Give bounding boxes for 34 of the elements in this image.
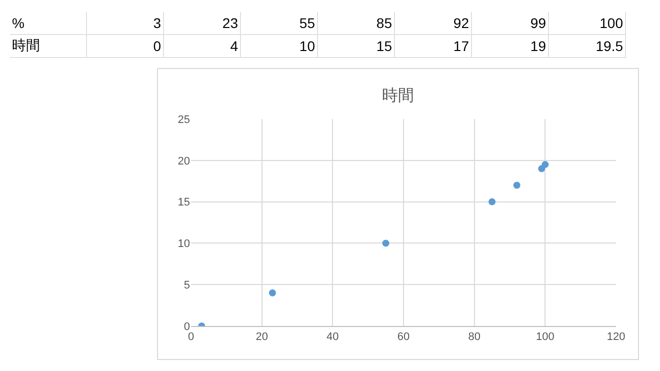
x-tick-label: 100 — [536, 331, 554, 344]
x-tick-label: 80 — [468, 331, 480, 344]
text: 時間 — [10, 34, 86, 58]
text: % — [10, 12, 86, 34]
y-tick-label: 10 — [178, 238, 190, 250]
text: 0 — [86, 34, 164, 58]
y-tick-label: 0 — [184, 320, 190, 333]
point — [382, 240, 390, 247]
y-tick-label: 15 — [178, 196, 190, 209]
chart-title: 時間 — [382, 86, 414, 104]
text: 92 — [394, 12, 472, 34]
point — [488, 198, 496, 206]
text: 4 — [164, 34, 240, 58]
text: 19 — [472, 34, 548, 58]
text: 19.5 — [548, 34, 626, 58]
point — [268, 289, 276, 296]
y-tick-label: 20 — [178, 155, 190, 168]
x-tick-label: 40 — [326, 331, 339, 344]
x-tick-label: 120 — [606, 331, 626, 344]
text: 85 — [318, 12, 394, 34]
text: 100 — [548, 12, 626, 34]
point — [542, 161, 549, 168]
y-tick-label: 25 — [178, 114, 190, 126]
text: 15 — [318, 34, 394, 58]
point — [513, 182, 520, 189]
text: 99 — [472, 12, 548, 34]
text: 3 — [86, 12, 164, 34]
x-tick-label: 60 — [397, 331, 410, 344]
text: 17 — [394, 34, 472, 58]
text: 55 — [240, 12, 318, 34]
text: 10 — [240, 34, 318, 58]
text: 23 — [164, 12, 240, 34]
x-tick-label: 20 — [256, 331, 268, 344]
y-tick-label: 5 — [184, 279, 190, 292]
